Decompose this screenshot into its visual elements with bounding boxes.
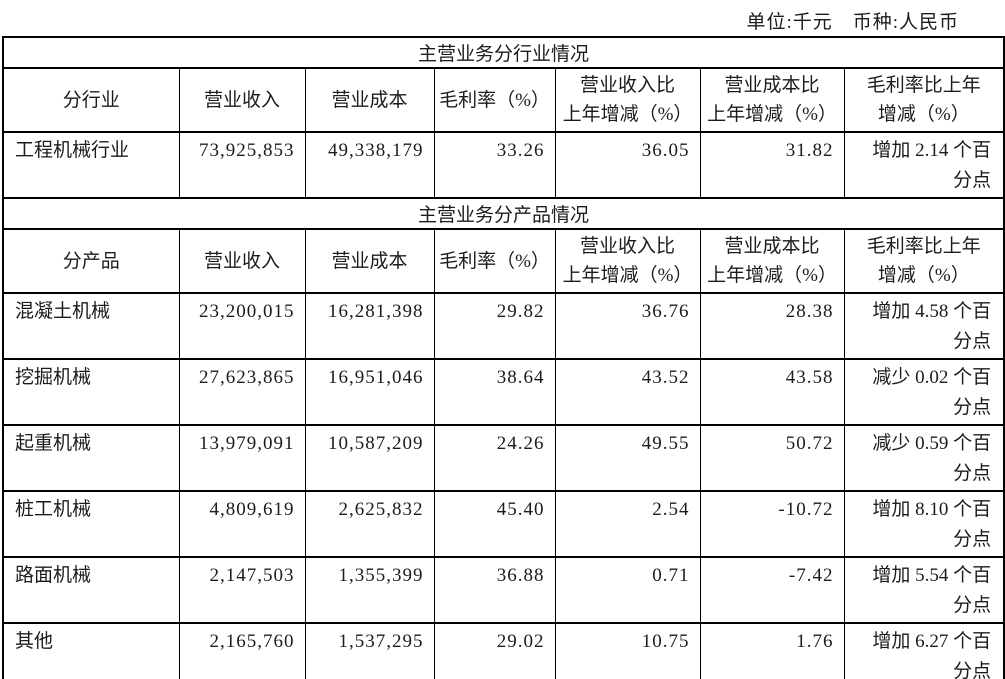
cell-revenue: 73,925,853 (178, 131, 306, 199)
section-product-title-row: 主营业务分产品情况 (2, 197, 1005, 230)
cell-product-name: 其他 (2, 622, 180, 679)
cell-gross-margin: 38.64 (433, 358, 556, 426)
col-header-gross-margin: 毛利率（%） (433, 67, 556, 133)
cell-margin-yoy: 减少 0.59 个百 分点 (843, 424, 1005, 492)
col-header-industry: 分行业 (2, 67, 180, 133)
col-header-cost: 营业成本 (304, 67, 435, 133)
product-row-concrete-machinery: 混凝土机械 23,200,015 16,281,398 29.82 36.76 … (2, 292, 1005, 360)
cell-product-name: 混凝土机械 (2, 292, 180, 360)
cell-gross-margin: 36.88 (433, 556, 556, 624)
cell-revenue-yoy: 49.55 (554, 424, 701, 492)
cell-revenue: 2,165,760 (178, 622, 306, 679)
main-business-table: 主营业务分行业情况 分行业 营业收入 营业成本 毛利率（%） 营业收入比 上年增… (2, 36, 1005, 679)
product-row-other: 其他 2,165,760 1,537,295 29.02 10.75 1.76 … (2, 622, 1005, 679)
cell-margin-yoy: 增加 5.54 个百 分点 (843, 556, 1005, 624)
cell-revenue-yoy: 0.71 (554, 556, 701, 624)
product-row-crane-machinery: 起重机械 13,979,091 10,587,209 24.26 49.55 5… (2, 424, 1005, 492)
cell-product-name: 桩工机械 (2, 490, 180, 558)
cell-revenue-yoy: 10.75 (554, 622, 701, 679)
cell-revenue: 13,979,091 (178, 424, 306, 492)
cell-cost: 49,338,179 (304, 131, 435, 199)
cell-cost-yoy: 28.38 (699, 292, 845, 360)
col-header-margin-yoy: 毛利率比上年 增减（%） (843, 228, 1005, 294)
col-header-margin-yoy: 毛利率比上年 增减（%） (843, 67, 1005, 133)
cell-cost-yoy: 31.82 (699, 131, 845, 199)
cell-cost: 2,625,832 (304, 490, 435, 558)
product-header-row: 分产品 营业收入 营业成本 毛利率（%） 营业收入比 上年增减（%） 营业成本比… (2, 228, 1005, 294)
cell-cost-yoy: 1.76 (699, 622, 845, 679)
cell-cost: 10,587,209 (304, 424, 435, 492)
cell-cost: 16,951,046 (304, 358, 435, 426)
cell-cost-yoy: 43.58 (699, 358, 845, 426)
cell-revenue: 4,809,619 (178, 490, 306, 558)
section-industry-title: 主营业务分行业情况 (2, 36, 1005, 69)
cell-cost: 1,537,295 (304, 622, 435, 679)
cell-margin-yoy: 增加 2.14 个百 分点 (843, 131, 1005, 199)
cell-cost-yoy: -7.42 (699, 556, 845, 624)
cell-revenue: 23,200,015 (178, 292, 306, 360)
cell-revenue-yoy: 36.05 (554, 131, 701, 199)
col-header-cost-yoy: 营业成本比 上年增减（%） (699, 228, 845, 294)
cell-gross-margin: 29.82 (433, 292, 556, 360)
unit-currency-label: 单位:千元 币种:人民币 (746, 12, 959, 33)
cell-margin-yoy: 增加 6.27 个百 分点 (843, 622, 1005, 679)
cell-revenue: 2,147,503 (178, 556, 306, 624)
col-header-revenue: 营业收入 (178, 67, 306, 133)
col-header-cost-yoy: 营业成本比 上年增减（%） (699, 67, 845, 133)
cell-gross-margin: 45.40 (433, 490, 556, 558)
cell-industry-name: 工程机械行业 (2, 131, 180, 199)
cell-margin-yoy: 增加 8.10 个百 分点 (843, 490, 1005, 558)
cell-gross-margin: 29.02 (433, 622, 556, 679)
cell-cost-yoy: 50.72 (699, 424, 845, 492)
product-row-excavator-machinery: 挖掘机械 27,623,865 16,951,046 38.64 43.52 4… (2, 358, 1005, 426)
cell-revenue-yoy: 36.76 (554, 292, 701, 360)
cell-gross-margin: 24.26 (433, 424, 556, 492)
cell-product-name: 起重机械 (2, 424, 180, 492)
industry-header-row: 分行业 营业收入 营业成本 毛利率（%） 营业收入比 上年增减（%） 营业成本比… (2, 67, 1005, 133)
col-header-revenue-yoy: 营业收入比 上年增减（%） (554, 67, 701, 133)
col-header-revenue-yoy: 营业收入比 上年增减（%） (554, 228, 701, 294)
cell-margin-yoy: 减少 0.02 个百 分点 (843, 358, 1005, 426)
product-row-piling-machinery: 桩工机械 4,809,619 2,625,832 45.40 2.54 -10.… (2, 490, 1005, 558)
cell-gross-margin: 33.26 (433, 131, 556, 199)
product-row-road-machinery: 路面机械 2,147,503 1,355,399 36.88 0.71 -7.4… (2, 556, 1005, 624)
col-header-gross-margin: 毛利率（%） (433, 228, 556, 294)
cell-cost: 1,355,399 (304, 556, 435, 624)
col-header-cost: 营业成本 (304, 228, 435, 294)
cell-product-name: 路面机械 (2, 556, 180, 624)
section-industry-title-row: 主营业务分行业情况 (2, 36, 1005, 69)
cell-revenue: 27,623,865 (178, 358, 306, 426)
col-header-product: 分产品 (2, 228, 180, 294)
cell-cost-yoy: -10.72 (699, 490, 845, 558)
industry-row-engineering-machinery: 工程机械行业 73,925,853 49,338,179 33.26 36.05… (2, 131, 1005, 199)
col-header-revenue: 营业收入 (178, 228, 306, 294)
section-product-title: 主营业务分产品情况 (2, 197, 1005, 230)
cell-margin-yoy: 增加 4.58 个百 分点 (843, 292, 1005, 360)
cell-product-name: 挖掘机械 (2, 358, 180, 426)
cell-cost: 16,281,398 (304, 292, 435, 360)
cell-revenue-yoy: 2.54 (554, 490, 701, 558)
cell-revenue-yoy: 43.52 (554, 358, 701, 426)
